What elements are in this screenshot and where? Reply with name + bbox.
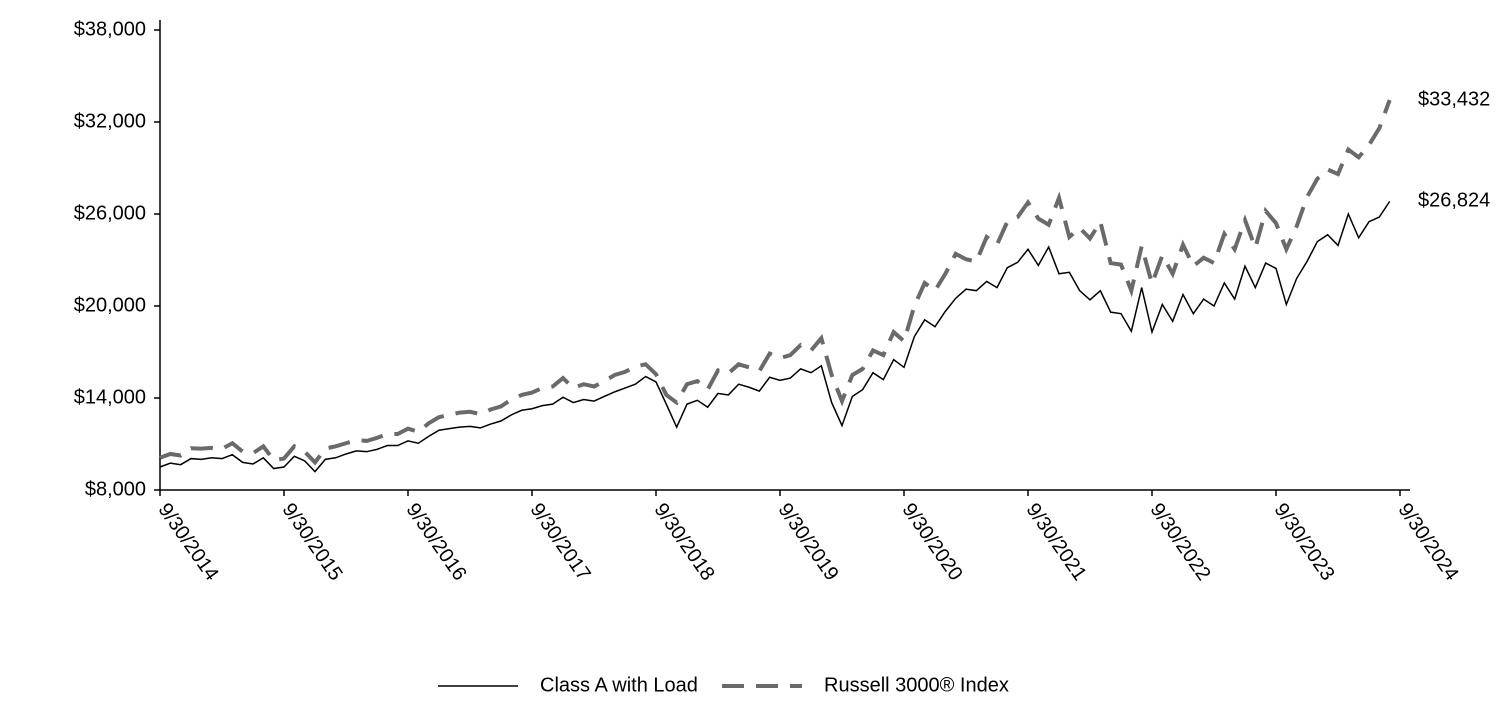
x-tick-label: 9/30/2024 <box>1394 499 1463 585</box>
x-tick-label: 9/30/2015 <box>278 499 347 585</box>
x-tick-label: 9/30/2016 <box>402 499 471 585</box>
chart-svg: $8,000 $14,000 $20,000 $26,000 $32,000 $38,00… <box>0 0 1512 718</box>
y-tick-label: $14,000 <box>74 386 146 408</box>
legend-label-class-a-with-load: Class A with Load <box>540 674 698 696</box>
x-tick-label: 9/30/2017 <box>526 499 595 585</box>
y-tick-label: $26,000 <box>74 202 146 224</box>
x-tick-label: 9/30/2021 <box>1022 499 1091 585</box>
growth-line-chart: $8,000 $14,000 $20,000 $26,000 $32,000 $38,00… <box>0 0 1512 718</box>
series-class-a-with-load <box>160 201 1390 471</box>
y-tick-label: $20,000 <box>74 294 146 316</box>
x-tick-label: 9/30/2014 <box>154 499 223 585</box>
series-end-label-class-a-with-load: $26,824 <box>1418 190 1490 212</box>
legend-label-russell-3000-index: Russell 3000® Index <box>824 674 1009 696</box>
y-tick-label: $32,000 <box>74 110 146 132</box>
x-tick-label: 9/30/2019 <box>774 499 843 585</box>
x-tick-label: 9/30/2022 <box>1146 499 1215 585</box>
y-tick-label: $38,000 <box>74 18 146 40</box>
x-tick-label: 9/30/2018 <box>650 499 719 585</box>
series-russell-3000-index <box>160 100 1390 462</box>
series-end-label-russell-3000-index: $33,432 <box>1418 88 1490 110</box>
x-tick-label: 9/30/2023 <box>1270 499 1339 585</box>
y-tick-label: $8,000 <box>85 478 146 500</box>
x-tick-label: 9/30/2020 <box>898 499 967 585</box>
